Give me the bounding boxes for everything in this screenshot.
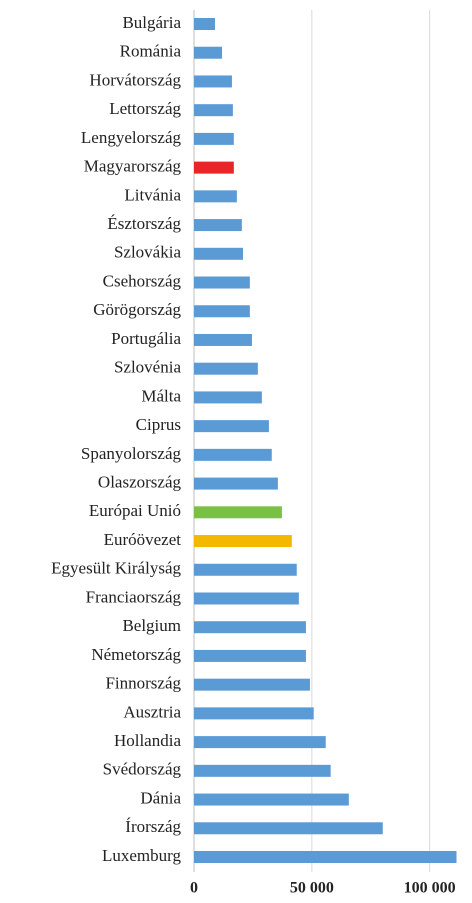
bar bbox=[194, 333, 252, 346]
y-tick-label: Finnország bbox=[105, 674, 181, 693]
y-tick-label: Luxemburg bbox=[102, 846, 182, 865]
y-tick-label: Lettország bbox=[109, 99, 181, 118]
y-tick-label: Belgium bbox=[122, 616, 181, 635]
y-tick-label: Európai Unió bbox=[89, 501, 181, 520]
y-tick-label: Euróövezet bbox=[104, 530, 182, 549]
bar bbox=[194, 161, 234, 174]
x-tick-label: 100 000 bbox=[404, 880, 456, 897]
y-tick-label: Dánia bbox=[140, 788, 181, 807]
bar bbox=[194, 276, 250, 289]
bar bbox=[194, 707, 314, 720]
y-tick-label: Szlovákia bbox=[114, 243, 181, 262]
bar bbox=[194, 851, 457, 863]
bar bbox=[194, 46, 223, 59]
bar bbox=[194, 793, 349, 806]
y-tick-label: Ausztria bbox=[123, 702, 181, 721]
y-tick-label: Ciprus bbox=[136, 415, 181, 434]
y-tick-label: Lengyelország bbox=[81, 128, 182, 147]
y-tick-label: Egyesült Királyság bbox=[51, 559, 181, 578]
bar bbox=[194, 247, 244, 260]
y-tick-label: Bulgária bbox=[122, 13, 181, 32]
bar bbox=[194, 420, 269, 433]
bar bbox=[194, 535, 292, 548]
bar bbox=[194, 132, 234, 145]
x-tick-label: 50 000 bbox=[290, 880, 334, 897]
y-tick-label: Hollandia bbox=[114, 731, 181, 750]
bar bbox=[194, 219, 242, 232]
y-tick-label: Észtország bbox=[107, 214, 181, 233]
bar bbox=[194, 563, 297, 576]
y-tick-label: Málta bbox=[141, 386, 181, 405]
bar bbox=[194, 621, 306, 634]
y-tick-label: Szlovénia bbox=[114, 358, 181, 377]
bar bbox=[194, 391, 262, 404]
bar bbox=[194, 764, 331, 777]
bar bbox=[194, 190, 237, 203]
bar bbox=[194, 305, 250, 318]
bar bbox=[194, 18, 215, 30]
y-tick-label: Franciaország bbox=[86, 587, 182, 606]
y-tick-label: Spanyolország bbox=[81, 444, 182, 463]
y-tick-label: Svédország bbox=[103, 760, 182, 779]
y-tick-label: Románia bbox=[120, 42, 182, 61]
y-tick-label: Litvánia bbox=[124, 185, 181, 204]
bar bbox=[194, 448, 272, 461]
y-tick-label: Olaszország bbox=[98, 472, 182, 491]
bar bbox=[194, 104, 233, 117]
bar bbox=[194, 736, 326, 749]
bar bbox=[194, 678, 310, 691]
x-tick-label: 0 bbox=[190, 880, 198, 897]
y-tick-label: Magyarország bbox=[84, 157, 182, 176]
bar bbox=[194, 649, 306, 662]
y-tick-label: Görögország bbox=[93, 300, 181, 319]
y-tick-label: Németország bbox=[91, 645, 181, 664]
bar bbox=[194, 477, 278, 490]
y-tick-label: Csehország bbox=[103, 271, 182, 290]
y-tick-label: Portugália bbox=[111, 329, 181, 348]
bar bbox=[194, 592, 299, 605]
bar bbox=[194, 362, 258, 375]
y-tick-label: Írország bbox=[125, 817, 181, 836]
bar bbox=[194, 75, 232, 88]
bar bbox=[194, 822, 383, 835]
bar bbox=[194, 506, 282, 519]
y-tick-label: Horvátország bbox=[89, 70, 181, 89]
